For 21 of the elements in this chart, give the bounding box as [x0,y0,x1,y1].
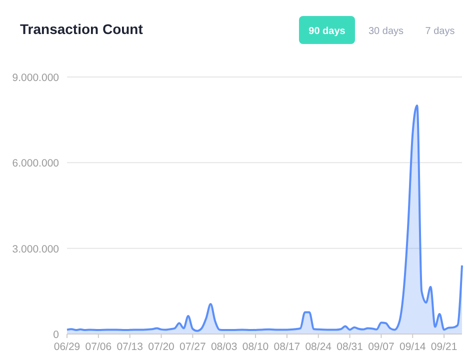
x-tick-label: 07/20 [148,341,175,353]
x-tick-label: 08/17 [274,341,300,353]
x-tick-label: 09/14 [399,341,426,353]
chart-title: Transaction Count [20,21,144,37]
x-tick-label: 09/07 [368,341,394,353]
x-tick-label: 08/10 [242,341,269,353]
text: 30 days [368,26,404,37]
x-tick-label: 06/29 [54,341,80,353]
x-tick-label: 07/27 [180,341,206,353]
y-tick-label: 3.000.000 [12,243,60,256]
text: 7 days [425,26,455,37]
x-tick-label: 07/06 [85,341,112,353]
x-tick-label: 08/03 [210,341,238,353]
x-tick-label: 08/31 [336,341,364,353]
x-tick-label: 07/13 [116,341,144,353]
text: 90 days [308,26,346,37]
x-tick-label: 08/24 [305,341,332,353]
y-tick-label: 0 [53,329,60,341]
x-tick-label: 09/21 [430,341,458,353]
y-tick-label: 6.000.000 [12,158,60,170]
y-tick-label: 9.000.000 [12,72,60,84]
